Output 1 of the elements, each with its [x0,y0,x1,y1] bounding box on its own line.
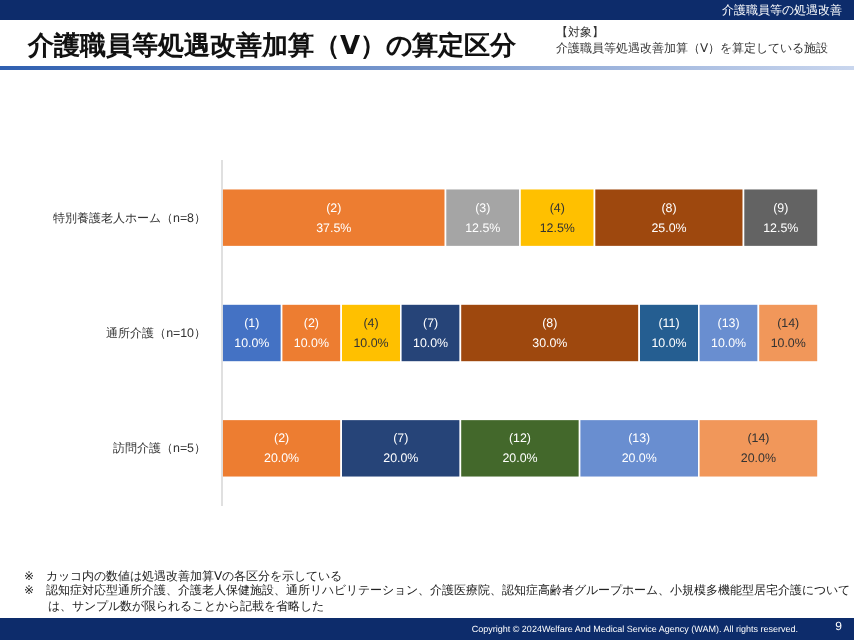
chart-title: 介護職員等処遇改善加算（Ⅴ）の算定区分 [28,28,517,64]
